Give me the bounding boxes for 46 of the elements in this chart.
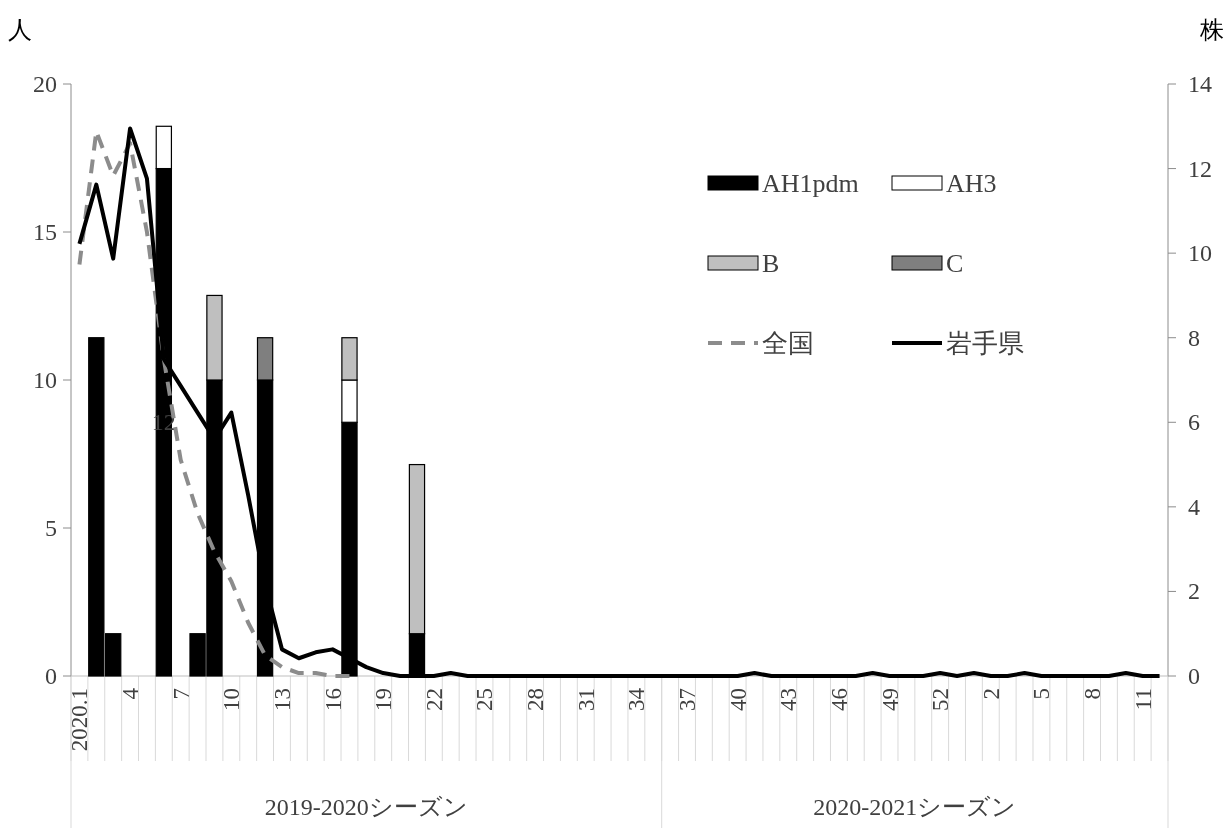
y2-tick-label: 2 <box>1188 578 1200 605</box>
x-tick-label: 7 <box>168 688 194 700</box>
x-tick-label: 25 <box>472 688 498 711</box>
y2-axis-title: 株 <box>1199 17 1224 43</box>
y-axis-title: 人 <box>8 17 32 43</box>
y2-tick-label: 14 <box>1188 71 1212 97</box>
x-tick-label: 11 <box>1130 688 1156 711</box>
x-tick-label: 5 <box>1029 688 1055 700</box>
legend-label: AH3 <box>946 169 997 198</box>
y2-tick-label: 8 <box>1188 324 1200 351</box>
x-tick-label: 46 <box>826 688 852 711</box>
x-tick-label: 22 <box>421 688 447 711</box>
line-series <box>77 126 1162 678</box>
y-tick-label: 15 <box>33 219 57 245</box>
y2-tick-label: 12 <box>1188 155 1212 182</box>
x-tick-label: 8 <box>1080 688 1106 700</box>
y2-tick-label: 0 <box>1188 663 1200 689</box>
x-tick-label: 37 <box>675 688 701 711</box>
x-tick-label: 34 <box>624 687 650 711</box>
legend-label: B <box>762 249 780 278</box>
x-tick-label: 31 <box>573 688 599 711</box>
x-tick-label: 28 <box>523 688 549 711</box>
x-tick-label: 13 <box>269 688 295 711</box>
x-tick-label: 2020.1 <box>67 688 93 752</box>
legend-label: 全国 <box>762 329 814 358</box>
x-tick-label: 2 <box>978 688 1004 700</box>
text: 2019-2020シーズン <box>264 794 468 820</box>
y-tick-label: 0 <box>45 663 57 689</box>
text: 2020-2021シーズン <box>813 794 1017 820</box>
x-tick-label: 19 <box>371 688 397 711</box>
y2-tick-label: 4 <box>1188 493 1200 520</box>
y-tick-label: 20 <box>33 71 57 97</box>
legend-label: C <box>946 249 964 278</box>
legend-label: 岩手県 <box>946 329 1024 358</box>
legend-label: AH1pdm <box>762 169 859 198</box>
y-tick-label: 5 <box>45 515 57 541</box>
x-tick-label: 49 <box>877 688 903 711</box>
x-tick-label: 16 <box>320 688 346 711</box>
x-tick-label: 4 <box>118 687 144 700</box>
x-tick-label: 52 <box>928 688 954 711</box>
x-tick-label: 10 <box>219 688 245 711</box>
y2-tick-label: 10 <box>1188 240 1212 267</box>
x-tick-label: 40 <box>725 688 751 711</box>
x-tick-label: 43 <box>776 688 802 711</box>
y-tick-label: 10 <box>33 367 57 393</box>
y2-tick-label: 6 <box>1188 409 1200 436</box>
